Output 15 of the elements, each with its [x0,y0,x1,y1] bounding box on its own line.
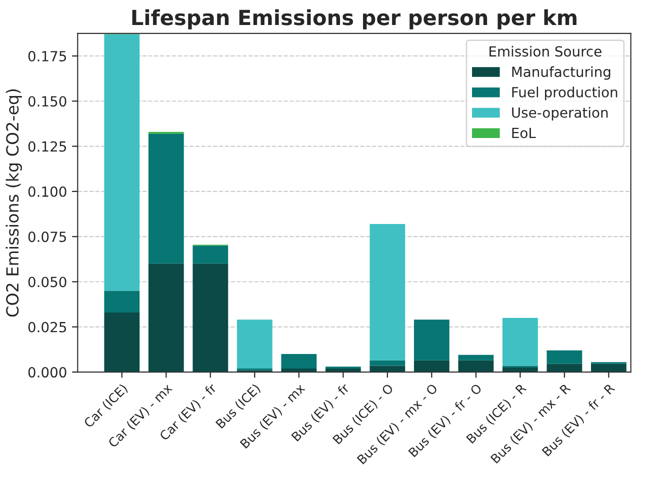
y-tick-label: 0.075 [28,232,66,242]
y-axis-title: CO2 Emissions (kg CO2-eq) [6,89,22,317]
legend-label: Fuel production [512,86,618,100]
y-tick-label: 0.150 [28,96,66,107]
legend-title: Emission Source [490,46,602,57]
y-tick-label: 0.050 [28,276,66,288]
y-tick-label: 0.000 [28,367,66,378]
y-tick-label: 0.125 [28,141,66,152]
legend-label: EoL [512,128,536,138]
y-tick-label: 0.025 [28,322,66,332]
y-tick-label: 0.175 [28,50,66,62]
legend-label: Manufacturing [512,66,610,80]
legend-label: Use-operation [512,107,608,120]
chart-title: Lifespan Emissions per person per km [132,9,576,30]
y-tick-label: 0.100 [28,186,66,197]
